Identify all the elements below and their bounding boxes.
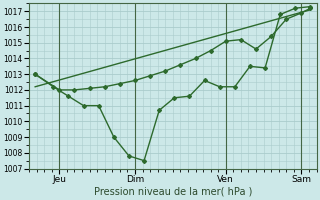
X-axis label: Pression niveau de la mer( hPa ): Pression niveau de la mer( hPa ) <box>94 187 252 197</box>
